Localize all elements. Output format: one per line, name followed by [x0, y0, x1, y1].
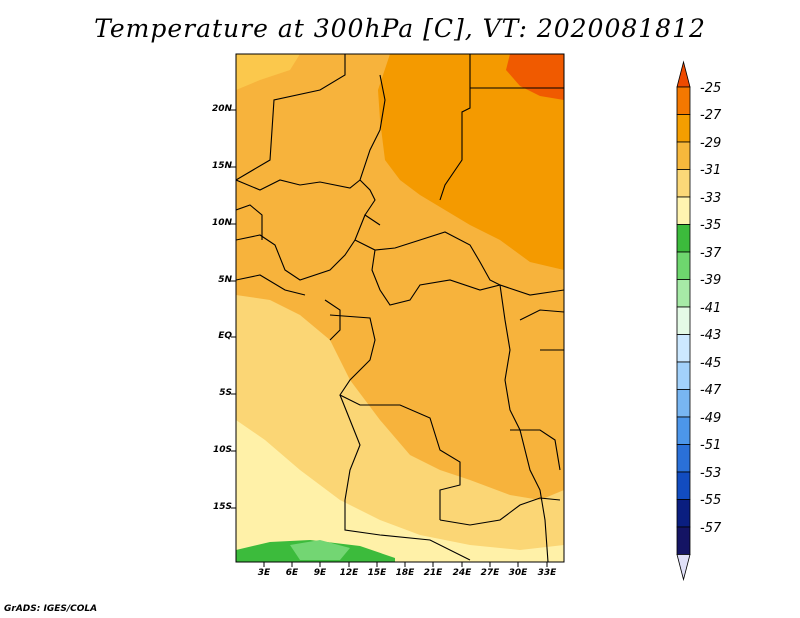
y-tick-label: 15N — [211, 161, 232, 171]
colorbar-swatch — [676, 279, 691, 308]
colorbar-top-arrow — [676, 60, 691, 88]
colorbar-label: -27 — [700, 108, 722, 123]
y-tick-label: 10S — [212, 445, 232, 455]
colorbar-swatch — [676, 499, 691, 528]
colorbar-label: -39 — [700, 273, 722, 288]
colorbar-label: -49 — [700, 411, 722, 426]
temp-band-27-29 — [378, 54, 564, 270]
colorbar-label: -57 — [700, 521, 722, 536]
credit-text: GrADS: IGES/COLA — [4, 604, 98, 614]
colorbar-swatch — [676, 86, 691, 115]
y-tick-label: 10N — [211, 218, 232, 228]
colorbar-label: -37 — [700, 246, 722, 261]
y-tick-label: 15S — [212, 502, 232, 512]
x-tick-label: 12E — [339, 568, 359, 578]
colorbar-label: -51 — [700, 438, 722, 453]
chart-title: Temperature at 300hPa [C], VT: 202008181… — [94, 14, 706, 43]
colorbar-swatch — [676, 389, 691, 418]
colorbar-bottom-arrow — [676, 554, 691, 582]
colorbar-label: -47 — [700, 383, 722, 398]
x-tick-label: 24E — [452, 568, 472, 578]
colorbar-label: -35 — [700, 218, 722, 233]
colorbar-swatch — [676, 141, 691, 170]
colorbar-swatch — [676, 251, 691, 280]
colorbar-label: -45 — [700, 356, 722, 371]
x-tick-label: 33E — [537, 568, 557, 578]
colorbar-swatch — [676, 306, 691, 335]
x-tick-label: 30E — [508, 568, 528, 578]
temp-band-33-35 — [236, 420, 564, 562]
map-frame — [235, 53, 565, 563]
temp-band-31-33-north — [236, 54, 300, 90]
y-tick-label: EQ — [218, 331, 232, 341]
x-tick-label: 27E — [480, 568, 500, 578]
colorbar-label: -41 — [700, 301, 722, 316]
colorbar-swatch — [676, 114, 691, 143]
colorbar-label: -29 — [700, 136, 722, 151]
colorbar-swatch — [676, 334, 691, 363]
colorbar-swatch — [676, 196, 691, 225]
colorbar-label: -43 — [700, 328, 722, 343]
y-tick-label: 20N — [211, 104, 232, 114]
colorbar-swatch — [676, 416, 691, 445]
y-tick-label: 5S — [219, 388, 232, 398]
colorbar-label: -33 — [700, 191, 722, 206]
temp-band-39-37 — [290, 540, 350, 560]
colorbar-swatch — [676, 361, 691, 390]
x-tick-label: 3E — [257, 568, 271, 578]
colorbar-swatch — [676, 224, 691, 253]
colorbar-swatch — [676, 526, 691, 555]
x-tick-label: 6E — [285, 568, 299, 578]
colorbar-label: -55 — [700, 493, 722, 508]
country-borders — [236, 54, 564, 562]
colorbar-swatch — [676, 169, 691, 198]
colorbar-label: -31 — [700, 163, 722, 178]
x-tick-label: 21E — [423, 568, 443, 578]
colorbar-swatch — [676, 444, 691, 473]
y-tick-label: 5N — [218, 275, 232, 285]
colorbar-label: -53 — [700, 466, 722, 481]
x-tick-label: 15E — [367, 568, 387, 578]
colorbar-label: -25 — [700, 81, 722, 96]
x-tick-label: 18E — [395, 568, 415, 578]
x-tick-label: 9E — [313, 568, 327, 578]
axis-ticks — [231, 109, 548, 567]
colorbar-swatch — [676, 471, 691, 500]
